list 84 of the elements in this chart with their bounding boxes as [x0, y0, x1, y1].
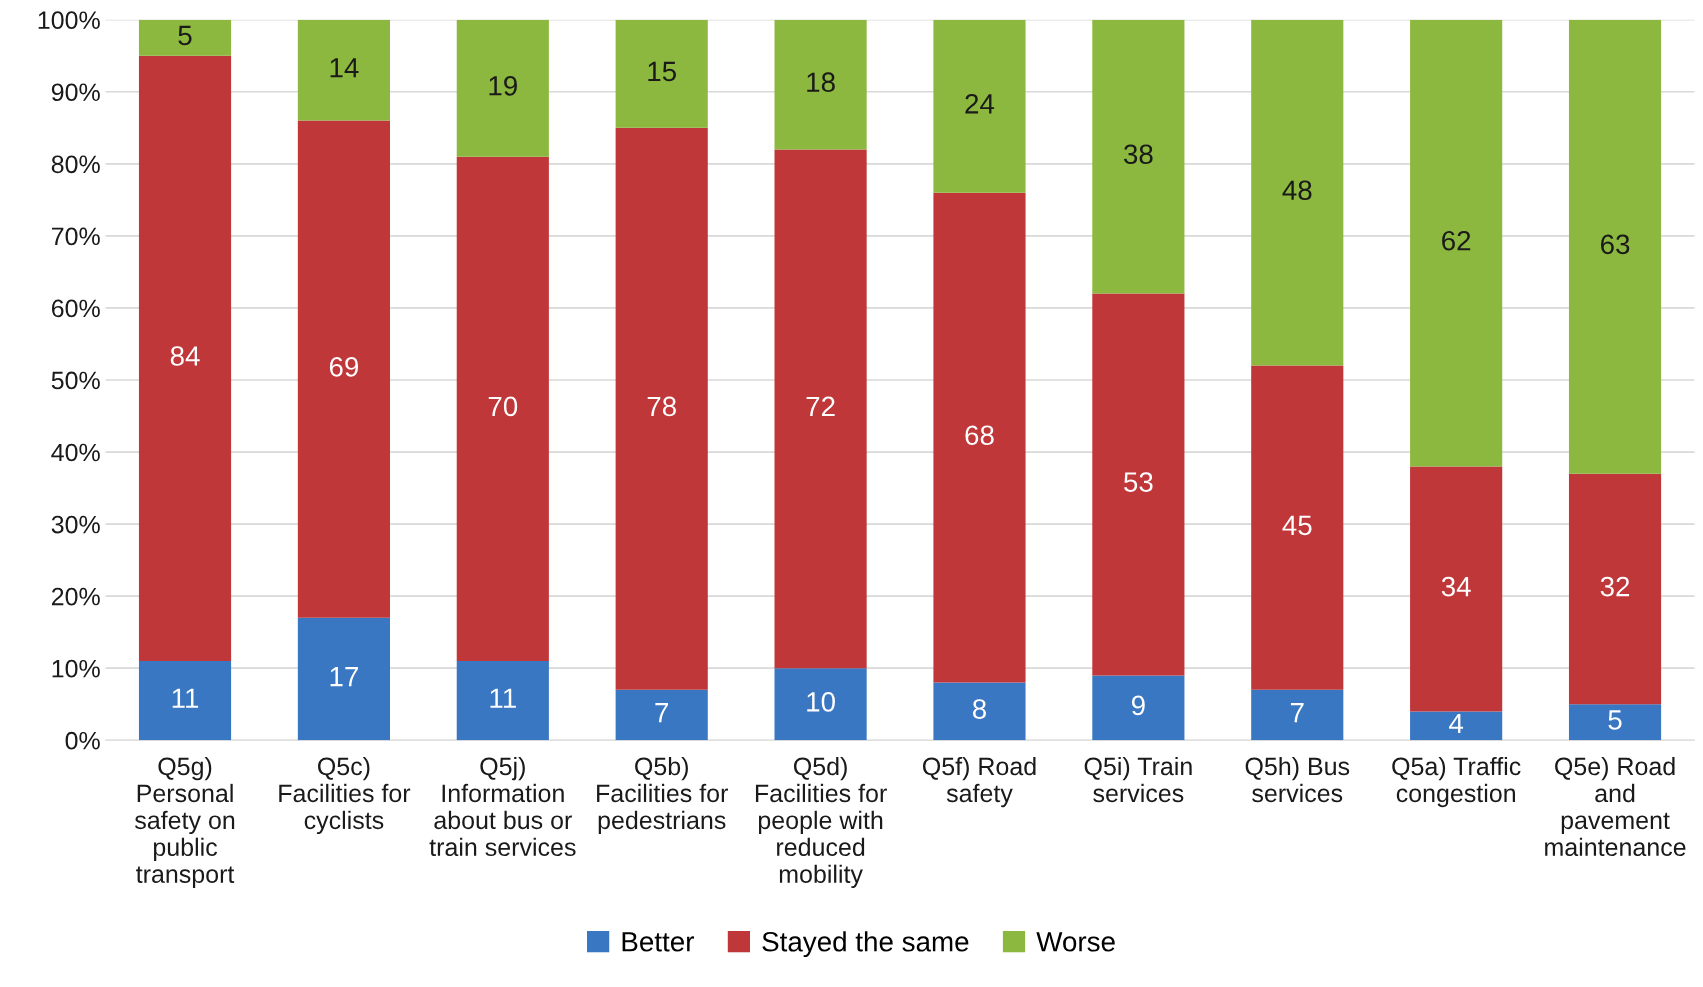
- bar: [1410, 711, 1503, 741]
- bar: [456, 660, 549, 741]
- x-tick-label: Q5j) Information about bus or train services: [429, 756, 576, 857]
- y-tick-label: 80%: [51, 155, 100, 174]
- data-label: 15: [648, 61, 676, 82]
- bar: [1092, 675, 1185, 741]
- data-label: 70: [488, 396, 518, 417]
- bar: [1568, 473, 1662, 705]
- x-tick-label: Q5a) Traffic congestion: [1392, 756, 1521, 808]
- bar: [1410, 19, 1503, 467]
- data-label: 7: [655, 703, 669, 723]
- data-label: 63: [1601, 234, 1630, 255]
- bar: [933, 192, 1026, 683]
- data-label: 11: [172, 688, 199, 708]
- bar: [774, 668, 867, 741]
- bar: [1092, 293, 1185, 676]
- bar: [1092, 19, 1185, 294]
- bar: [1568, 19, 1662, 474]
- y-tick-label: 30%: [51, 515, 100, 534]
- bar: [933, 682, 1026, 741]
- y-tick-label: 70%: [51, 227, 100, 246]
- bar: [933, 19, 1026, 193]
- data-label: 5: [1608, 710, 1622, 730]
- data-label: 84: [170, 346, 200, 366]
- data-label: 17: [330, 667, 358, 687]
- data-label: 14: [330, 58, 359, 78]
- bar: [774, 149, 867, 669]
- data-label: 48: [1282, 180, 1312, 201]
- bar: [615, 127, 708, 690]
- data-label: 19: [489, 75, 517, 96]
- y-tick-label: 60%: [51, 299, 100, 318]
- bar: [615, 19, 708, 128]
- bar: [1251, 365, 1344, 690]
- legend-label: Better: [622, 932, 694, 952]
- data-label: 38: [1123, 144, 1153, 165]
- y-tick-label: 50%: [51, 371, 100, 390]
- data-label: 34: [1441, 576, 1471, 597]
- data-label: 45: [1282, 515, 1312, 536]
- data-label: 18: [807, 72, 835, 93]
- data-label: 8: [972, 699, 986, 719]
- bar: [1568, 704, 1662, 741]
- bar: [138, 660, 232, 741]
- bar: [456, 156, 549, 661]
- data-label: 72: [806, 396, 835, 416]
- data-label: 78: [647, 396, 676, 417]
- y-tick-label: 90%: [51, 83, 100, 102]
- data-label: 4: [1449, 713, 1464, 734]
- data-label: 5: [178, 25, 192, 46]
- x-tick-label: Q5d) Facilities for people with reduced mobility: [755, 756, 887, 888]
- bar: [138, 19, 232, 56]
- x-tick-label: Q5b) Facilities for pedestrians: [597, 756, 728, 835]
- bar: [297, 120, 390, 618]
- data-label: 68: [965, 425, 994, 446]
- y-tick-label: 0%: [65, 731, 100, 750]
- data-label: 62: [1442, 230, 1471, 251]
- bar: [1251, 689, 1344, 741]
- data-label: 24: [965, 93, 995, 114]
- bar: [1251, 19, 1344, 366]
- y-tick-label: 20%: [51, 587, 100, 606]
- data-label: 11: [490, 688, 516, 708]
- data-label: 69: [329, 356, 359, 377]
- bar: [615, 689, 708, 741]
- legend-label: Stayed the same: [762, 931, 969, 958]
- bar: [1410, 466, 1503, 712]
- x-tick-label: Q5e) Road and pavement maintenance: [1545, 756, 1686, 857]
- bar: [297, 19, 390, 121]
- y-tick-label: 40%: [51, 443, 100, 462]
- y-tick-label: 100%: [38, 11, 100, 30]
- x-tick-label: Q5c) Facilities for cyclists: [279, 756, 411, 835]
- x-tick-label: Q5f) Road safety: [923, 756, 1036, 808]
- x-tick-label: Q5i) Train services: [1084, 756, 1192, 803]
- x-tick-label: Q5g) Personal safety on public transport: [135, 756, 235, 888]
- data-label: 7: [1290, 703, 1304, 723]
- y-tick-label: 10%: [52, 659, 100, 678]
- bar: [774, 19, 867, 150]
- bar: [456, 19, 549, 157]
- data-label: 53: [1124, 472, 1153, 492]
- bar: [138, 55, 232, 661]
- data-label: 32: [1600, 576, 1630, 597]
- x-tick-label: Q5h) Bus services: [1245, 756, 1350, 803]
- data-label: 9: [1131, 695, 1145, 716]
- bar: [297, 617, 390, 741]
- data-label: 10: [807, 692, 835, 712]
- legend-label: Worse: [1036, 932, 1115, 952]
